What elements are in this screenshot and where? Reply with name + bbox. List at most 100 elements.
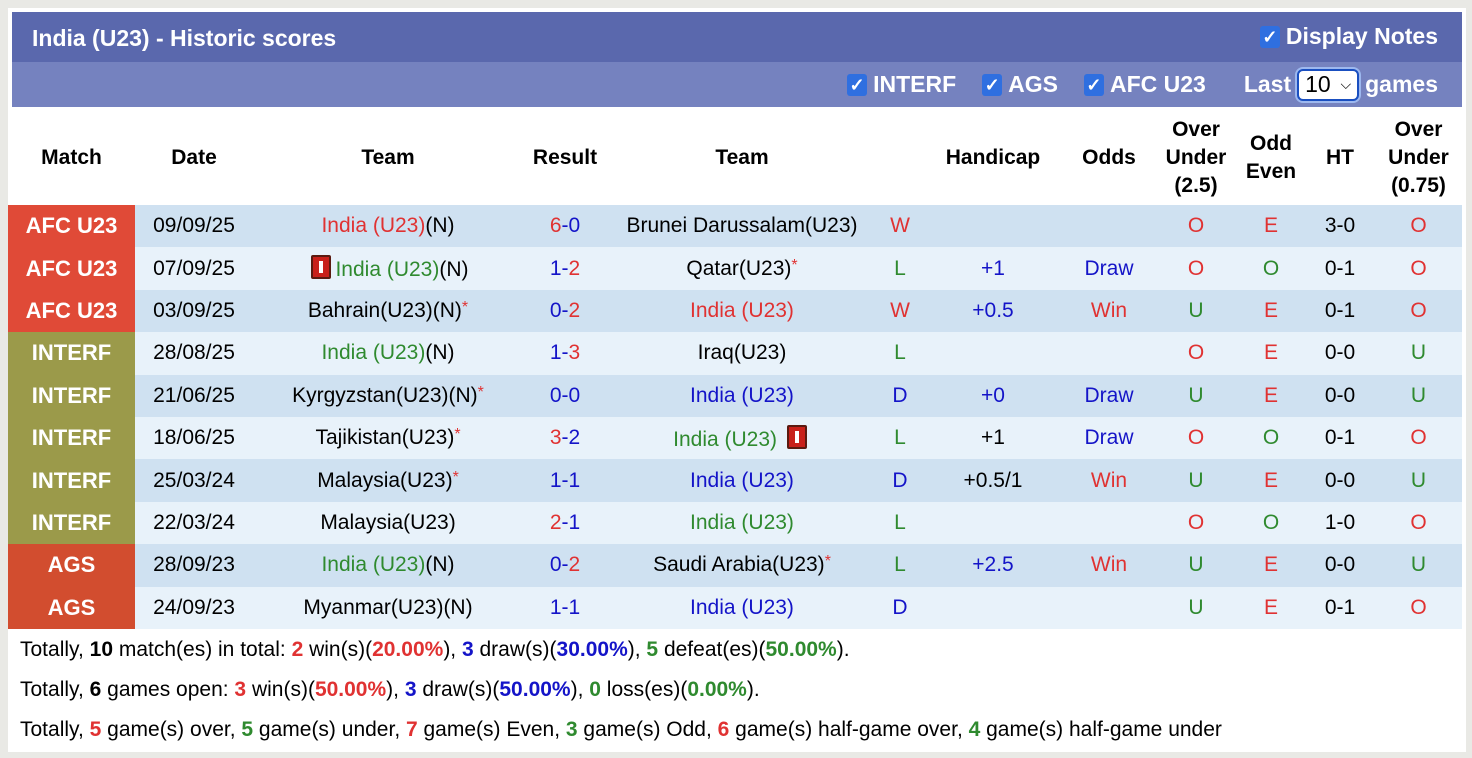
result-score[interactable]: 2-1 bbox=[523, 501, 607, 545]
table-row[interactable]: INTERF 22/03/24 Malaysia(U23) 2-1 India (U23… bbox=[8, 501, 1462, 545]
outcome: L bbox=[877, 501, 923, 545]
over-under-0-75: U bbox=[1375, 374, 1462, 417]
competition-badge[interactable]: AGS bbox=[8, 586, 135, 629]
team-name[interactable]: Saudi Arabia(U23) bbox=[653, 553, 825, 577]
team-name[interactable]: Tajikistan(U23) bbox=[315, 426, 455, 450]
scores-table: Match Date Team Result Team Handicap Odds Over … bbox=[8, 110, 1462, 629]
over-under-0-75: O bbox=[1375, 586, 1462, 629]
away-team-cell: India (U23) bbox=[607, 586, 877, 629]
filter-afc-u23-label: AFC U23 bbox=[1109, 71, 1206, 97]
table-row[interactable]: AFC U23 09/09/25 India (U23)(N) 6-0 Brunei D… bbox=[8, 205, 1462, 248]
home-goals: 1 bbox=[549, 468, 562, 492]
last-games-select[interactable]: 10 ⌵ bbox=[1297, 68, 1360, 101]
team-name[interactable]: Malaysia(U23) bbox=[317, 468, 453, 492]
home-goals: 0 bbox=[549, 553, 562, 577]
panel-title: India (U23) - Historic scores bbox=[32, 25, 337, 51]
handicap: +0.5 bbox=[923, 289, 1063, 333]
home-team-cell: India (U23)(N) bbox=[253, 544, 523, 587]
table-row[interactable]: INTERF 18/06/25 Tajikistan(U23)* 3-2 India (… bbox=[8, 416, 1462, 460]
team-name[interactable]: India (U23) bbox=[321, 553, 426, 577]
team-name[interactable]: Bahrain(U23) bbox=[307, 298, 433, 322]
result-score[interactable]: 0-2 bbox=[523, 289, 607, 333]
table-row[interactable]: AFC U23 03/09/25 Bahrain(U23)(N)* 0-2 India … bbox=[8, 289, 1462, 333]
away-goals: 1 bbox=[568, 468, 581, 492]
half-time-score: 0-0 bbox=[1305, 374, 1375, 417]
team-name[interactable]: India (U23) bbox=[690, 595, 794, 619]
result-score[interactable]: 0-2 bbox=[523, 544, 607, 587]
summary-line: Totally, 5 game(s) over, 5 game(s) under… bbox=[20, 718, 1222, 742]
half-time-score: 0-1 bbox=[1305, 289, 1375, 333]
away-goals: 2 bbox=[568, 426, 581, 450]
result-score[interactable]: 3-2 bbox=[523, 416, 607, 460]
competition-badge[interactable]: INTERF bbox=[8, 501, 135, 545]
filter-interf-label: INTERF bbox=[873, 71, 957, 97]
competition-badge[interactable]: INTERF bbox=[8, 459, 135, 502]
summary-text: ). bbox=[836, 638, 850, 661]
filter-ags-checkbox[interactable]: ✓ bbox=[982, 73, 1003, 96]
team-name[interactable]: India (U23) bbox=[673, 427, 778, 451]
competition-badge[interactable]: INTERF bbox=[8, 416, 135, 460]
home-goals: 2 bbox=[549, 510, 562, 534]
away-team-cell: India (U23) bbox=[607, 374, 877, 417]
team-name[interactable]: India (U23) bbox=[690, 298, 794, 322]
table-row[interactable]: INTERF 25/03/24 Malaysia(U23)* 1-1 India (U2… bbox=[8, 459, 1462, 502]
star-marker-icon: * bbox=[454, 426, 461, 444]
team-name[interactable]: India (U23) bbox=[690, 510, 794, 534]
table-header: Match Date Team Result Team Handicap Odds Over … bbox=[8, 110, 1462, 205]
table-row[interactable]: AGS 28/09/23 India (U23)(N) 0-2 Saudi Arabia… bbox=[8, 544, 1462, 587]
team-name[interactable]: India (U23) bbox=[690, 383, 794, 407]
over-under-2-5: U bbox=[1155, 586, 1237, 629]
team-name[interactable]: India (U23) bbox=[321, 214, 426, 238]
filter-interf-checkbox[interactable]: ✓ bbox=[847, 73, 868, 96]
table-row[interactable]: AFC U23 07/09/25 India (U23)(N) 1-2 Qatar(U2… bbox=[8, 247, 1462, 290]
filter-afc-u23-checkbox[interactable]: ✓ bbox=[1083, 73, 1104, 96]
over-under-0-75: O bbox=[1375, 416, 1462, 460]
away-team-cell: India (U23) bbox=[607, 501, 877, 545]
team-name[interactable]: Myanmar(U23) bbox=[303, 595, 444, 619]
summary-text: game(s) half-game under bbox=[980, 718, 1222, 741]
result-score[interactable]: 1-1 bbox=[523, 459, 607, 502]
result-score[interactable]: 1-3 bbox=[523, 332, 607, 375]
competition-badge[interactable]: INTERF bbox=[8, 332, 135, 375]
neutral-venue-marker: (N) bbox=[443, 595, 473, 619]
column-header-odds: Odds bbox=[1082, 145, 1136, 169]
match-date: 09/09/25 bbox=[135, 205, 253, 248]
home-team-cell: Tajikistan(U23)* bbox=[253, 416, 523, 460]
summary-text: 5 bbox=[89, 718, 102, 741]
neutral-venue-marker: (N) bbox=[432, 298, 462, 322]
neutral-venue-marker: (N) bbox=[425, 341, 455, 365]
table-row[interactable]: INTERF 28/08/25 India (U23)(N) 1-3 Iraq(U23)… bbox=[8, 332, 1462, 375]
outcome: D bbox=[877, 459, 923, 502]
column-header-ht: HT bbox=[1326, 145, 1354, 169]
team-name[interactable]: India (U23) bbox=[321, 341, 426, 365]
outcome: L bbox=[877, 416, 923, 460]
competition-badge[interactable]: AFC U23 bbox=[8, 289, 135, 333]
checkbox-checked-icon[interactable]: ✓ bbox=[1259, 25, 1280, 48]
result-score[interactable]: 1-2 bbox=[523, 247, 607, 290]
team-name[interactable]: Kyrgyzstan(U23) bbox=[292, 383, 449, 407]
odds-result: Win bbox=[1063, 289, 1155, 333]
odds-result: Draw bbox=[1063, 416, 1155, 460]
display-notes-toggle[interactable]: ✓ Display Notes bbox=[1259, 23, 1438, 50]
summary-text: game(s) Odd, bbox=[577, 718, 718, 741]
match-date: 18/06/25 bbox=[135, 416, 253, 460]
result-score[interactable]: 1-1 bbox=[523, 586, 607, 629]
summary-text: 5 bbox=[241, 718, 254, 741]
table-row[interactable]: AGS 24/09/23 Myanmar(U23)(N) 1-1 India (U23)… bbox=[8, 586, 1462, 629]
competition-badge[interactable]: INTERF bbox=[8, 374, 135, 417]
over-under-2-5: O bbox=[1155, 247, 1237, 290]
team-name[interactable]: Iraq(U23) bbox=[697, 341, 787, 365]
team-name[interactable]: Qatar(U23) bbox=[686, 256, 792, 280]
team-name[interactable]: Malaysia(U23) bbox=[320, 510, 456, 534]
summary-text: 3 bbox=[565, 718, 578, 741]
competition-badge[interactable]: AFC U23 bbox=[8, 247, 135, 290]
table-row[interactable]: INTERF 21/06/25 Kyrgyzstan(U23)(N)* 0-0 Indi… bbox=[8, 374, 1462, 417]
team-name[interactable]: India (U23) bbox=[335, 258, 440, 282]
competition-badge[interactable]: AGS bbox=[8, 544, 135, 587]
team-name[interactable]: India (U23) bbox=[690, 468, 794, 492]
team-name[interactable]: Brunei Darussalam(U23) bbox=[626, 214, 858, 238]
result-score[interactable]: 0-0 bbox=[523, 374, 607, 417]
result-score[interactable]: 6-0 bbox=[523, 205, 607, 248]
competition-badge[interactable]: AFC U23 bbox=[8, 205, 135, 248]
summary-text: 20.00% bbox=[372, 638, 444, 661]
